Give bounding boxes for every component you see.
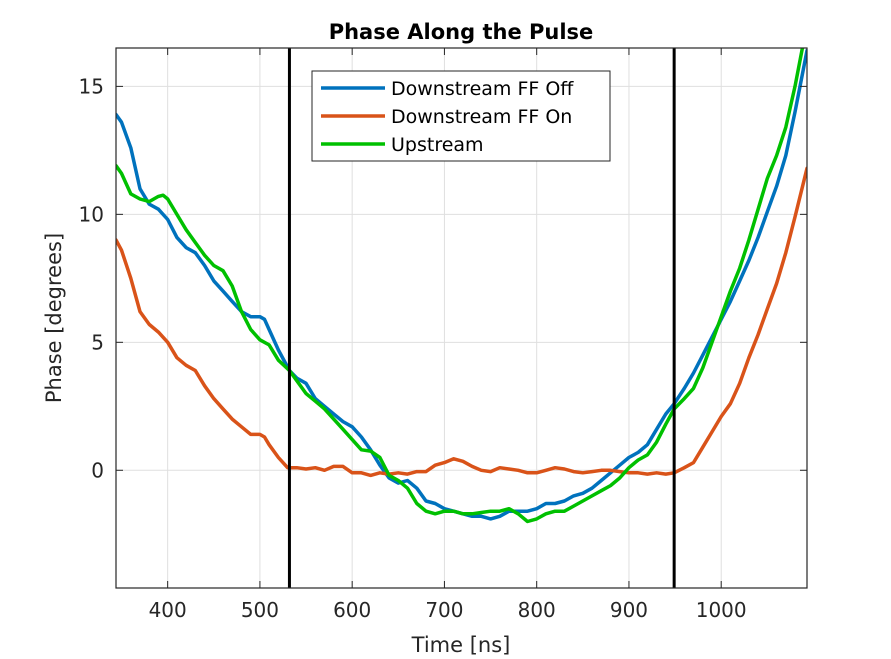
x-tick-label: 400	[149, 598, 187, 622]
y-tick-label: 15	[79, 74, 104, 98]
series-line-downstream-ff-on	[116, 166, 807, 478]
legend-label-downstream-ff-off: Downstream FF Off	[391, 78, 574, 100]
x-axis-label: Time [ns]	[411, 633, 511, 657]
legend-label-upstream: Upstream	[391, 134, 484, 156]
x-tick-label: 600	[333, 598, 371, 622]
chart-title: Phase Along the Pulse	[329, 20, 594, 44]
y-tick-label: 10	[79, 202, 104, 226]
legend-label-downstream-ff-on: Downstream FF On	[391, 106, 572, 128]
x-tick-label: 700	[425, 598, 463, 622]
y-tick-label: 0	[91, 458, 104, 482]
y-tick-label: 5	[91, 330, 104, 354]
tick-marks	[116, 48, 807, 588]
axes-box	[115, 47, 808, 589]
tick-labels: 400 500 600 700 800 900 1000 0 5 10 15	[79, 74, 747, 622]
x-tick-label: 500	[241, 598, 279, 622]
x-tick-label: 800	[518, 598, 556, 622]
y-axis-label: Phase [degrees]	[42, 233, 66, 403]
legend: Downstream FF Off Downstream FF On Upstr…	[311, 70, 611, 162]
series-group	[116, 48, 807, 524]
x-tick-label: 900	[610, 598, 648, 622]
series-line-upstream	[116, 48, 805, 524]
x-tick-label: 1000	[696, 598, 747, 622]
vertical-marker-lines	[287, 48, 676, 588]
